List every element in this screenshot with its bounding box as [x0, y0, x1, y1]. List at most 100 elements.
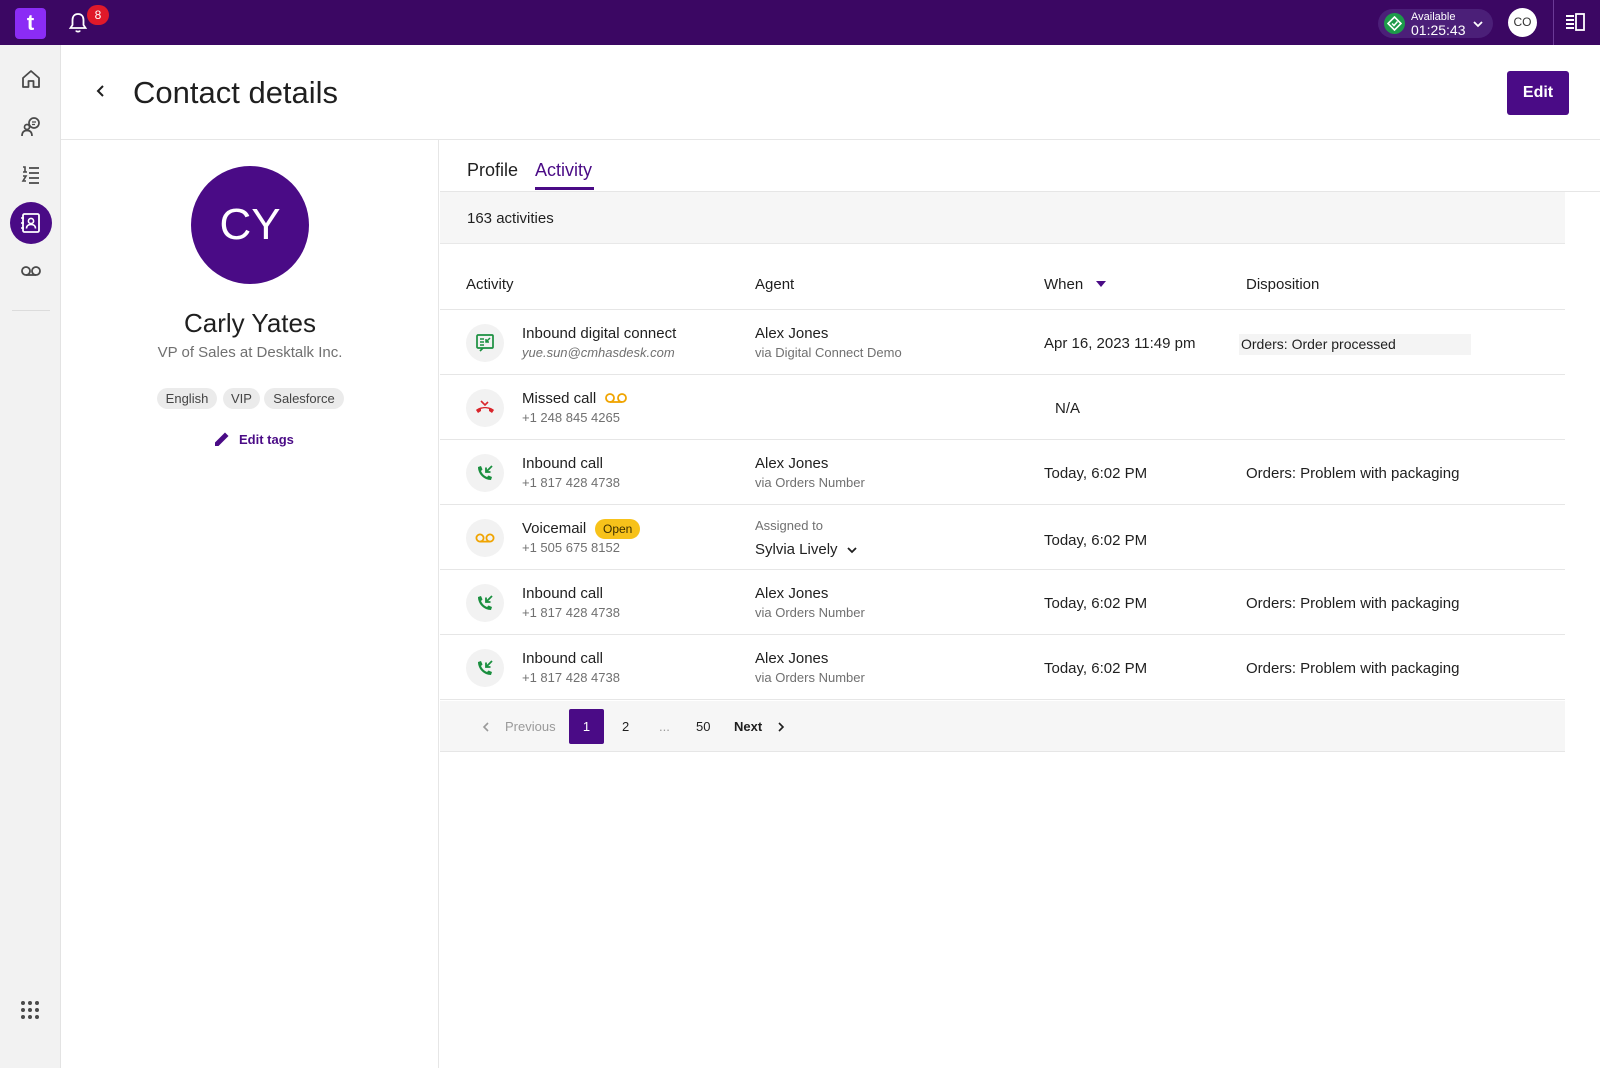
topbar-divider: [1553, 0, 1554, 45]
column-header-activity: Activity: [466, 276, 514, 293]
assignee-name: Sylvia Lively: [755, 541, 838, 558]
digital-connect-icon: [466, 324, 504, 362]
sort-descending-icon[interactable]: [1096, 281, 1106, 287]
table-row[interactable]: Inbound call +1 817 428 4738 Alex Jones …: [440, 635, 1565, 700]
column-header-when[interactable]: When: [1044, 276, 1084, 293]
nav-divider: [12, 310, 50, 311]
chevron-down-icon: [845, 543, 859, 561]
activity-when: N/A: [1055, 400, 1081, 417]
activity-subtitle: +1 248 845 4265: [522, 410, 620, 425]
activity-when: Today, 6:02 PM: [1044, 660, 1148, 677]
back-arrow-icon[interactable]: [91, 81, 111, 101]
next-page-button[interactable]: Next: [734, 719, 763, 734]
edit-contact-button[interactable]: Edit: [1507, 71, 1569, 115]
activity-when: Today, 6:02 PM: [1044, 595, 1148, 612]
agent-name: Alex Jones: [755, 650, 829, 667]
agent-via: via Digital Connect Demo: [755, 345, 902, 360]
activity-subtitle: +1 505 675 8152: [522, 540, 620, 555]
chevron-left-icon[interactable]: [480, 720, 492, 738]
activity-subtitle: yue.sun@cmhasdesk.com: [522, 345, 675, 360]
chevron-down-icon: [1472, 17, 1484, 35]
agent-via: via Orders Number: [755, 475, 865, 490]
activity-title: Inbound call: [522, 455, 603, 472]
agent-name: Alex Jones: [755, 585, 829, 602]
page-1-button[interactable]: 1: [569, 709, 604, 744]
activity-title: Inbound digital connect: [522, 325, 677, 342]
agent-via: via Orders Number: [755, 605, 865, 620]
pencil-icon: [213, 430, 231, 451]
voicemail-indicator-icon: [604, 392, 628, 411]
disposition-value: Orders: Problem with packaging: [1246, 660, 1460, 677]
active-tab-indicator: [535, 187, 594, 190]
contact-profile-card: CY Carly Yates VP of Sales at Desktalk I…: [61, 140, 439, 1068]
tab-profile[interactable]: Profile: [467, 160, 519, 180]
table-row[interactable]: Missed call +1 248 845 4265 N/A: [440, 375, 1565, 440]
nav-conversations[interactable]: [10, 106, 52, 148]
assignee-dropdown[interactable]: Sylvia Lively: [755, 541, 857, 558]
available-status-icon: [1384, 13, 1405, 34]
missed-call-icon: [466, 389, 504, 427]
activity-when: Apr 16, 2023 11:49 pm: [1044, 335, 1196, 352]
activity-subtitle: +1 817 428 4738: [522, 670, 620, 685]
table-row[interactable]: Inbound call +1 817 428 4738 Alex Jones …: [440, 440, 1565, 505]
edit-tags-label: Edit tags: [239, 432, 294, 447]
pagination-ellipsis: ...: [659, 719, 670, 734]
disposition-value: Orders: Problem with packaging: [1246, 595, 1460, 612]
activity-subtitle: +1 817 428 4738: [522, 475, 620, 490]
inbound-call-icon: [466, 584, 504, 622]
left-nav: [0, 45, 61, 1068]
column-header-agent: Agent: [755, 276, 795, 293]
top-bar: t 8 Available 01:25:43 CO: [0, 0, 1600, 45]
table-row[interactable]: Inbound digital connect yue.sun@cmhasdes…: [440, 310, 1565, 375]
inbound-call-icon: [466, 649, 504, 687]
page-2-button[interactable]: 2: [622, 719, 630, 734]
nav-home[interactable]: [10, 58, 52, 100]
inbound-call-icon: [466, 454, 504, 492]
activity-when: Today, 6:02 PM: [1044, 465, 1148, 482]
table-row[interactable]: Inbound call +1 817 428 4738 Alex Jones …: [440, 570, 1565, 635]
disposition-field: Orders: Order processed: [1239, 334, 1471, 355]
notification-badge: 8: [87, 5, 109, 25]
status-badge: Open: [595, 519, 641, 539]
chevron-right-icon[interactable]: [775, 720, 787, 738]
voicemail-icon: [466, 519, 504, 557]
agent-via: via Orders Number: [755, 670, 865, 685]
contact-tags: English VIP Salesforce: [157, 388, 357, 410]
agent-status-selector[interactable]: Available 01:25:43: [1378, 9, 1493, 38]
contact-tabs: Profile Activity: [440, 140, 1600, 192]
page-header: Contact details Edit: [61, 45, 1600, 140]
app-logo[interactable]: t: [15, 8, 46, 39]
table-row[interactable]: Voicemail Open +1 505 675 8152 Assigned …: [440, 505, 1565, 570]
page-50-button[interactable]: 50: [696, 719, 711, 734]
activity-subtitle: +1 817 428 4738: [522, 605, 620, 620]
previous-page-button[interactable]: Previous: [505, 719, 556, 734]
nav-queues[interactable]: [10, 154, 52, 196]
user-avatar[interactable]: CO: [1508, 8, 1537, 37]
activity-when: Today, 6:02 PM: [1044, 532, 1148, 549]
logo-text: t: [26, 10, 35, 35]
disposition-value: Orders: Order processed: [1241, 336, 1396, 352]
agent-name: Alex Jones: [755, 325, 829, 342]
panel-toggle-icon[interactable]: [1565, 13, 1585, 36]
header-divider: [440, 309, 1565, 310]
tag-chip: English: [157, 388, 217, 409]
activity-title: Missed call: [522, 390, 597, 407]
pagination: Previous 1 2 ... 50 Next: [440, 701, 1565, 752]
bell-icon[interactable]: [68, 12, 90, 34]
agent-name: Alex Jones: [755, 455, 829, 472]
column-header-disposition: Disposition: [1246, 276, 1320, 293]
activity-title: Inbound call: [522, 650, 603, 667]
contact-avatar: CY: [191, 166, 309, 284]
app-launcher-icon[interactable]: [20, 1000, 40, 1025]
activity-count-bar: 163 activities: [440, 192, 1565, 244]
tag-chip: VIP: [223, 388, 260, 409]
activity-count: 163 activities: [467, 210, 554, 227]
page-title: Contact details: [133, 75, 339, 110]
disposition-value: Orders: Problem with packaging: [1246, 465, 1460, 482]
contact-name: Carly Yates: [184, 308, 316, 338]
nav-contacts[interactable]: [10, 202, 52, 244]
activity-title: Inbound call: [522, 585, 603, 602]
tab-activity[interactable]: Activity: [535, 160, 593, 180]
nav-voicemail[interactable]: [10, 250, 52, 292]
tag-chip: Salesforce: [264, 388, 344, 409]
